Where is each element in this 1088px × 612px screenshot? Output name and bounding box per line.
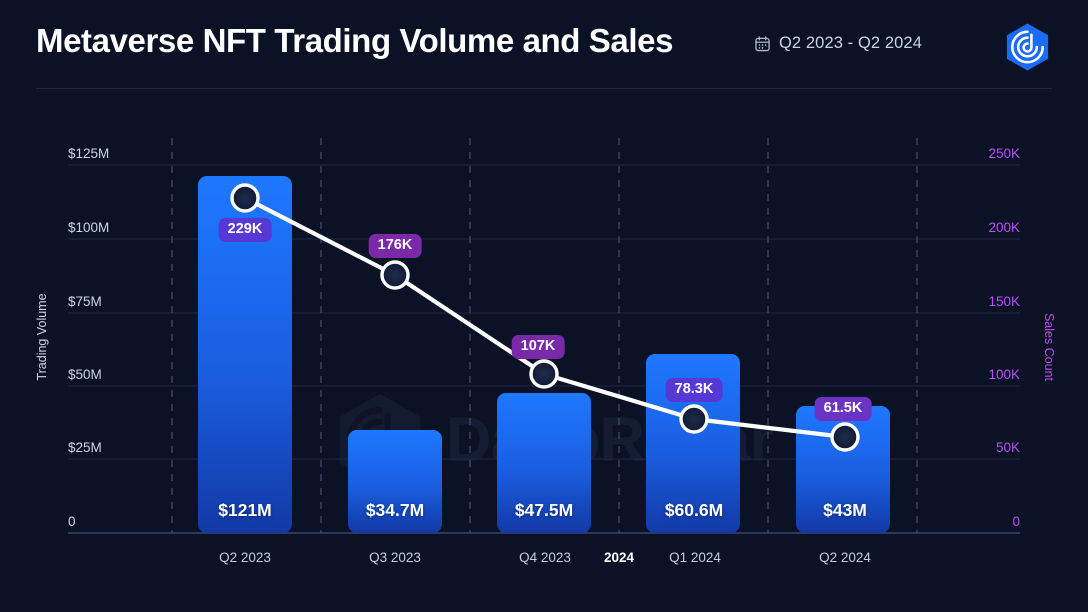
x-tick-q1-2024: Q1 2024 <box>669 550 721 565</box>
bar-q2-2023[interactable] <box>198 176 292 533</box>
left-axis-tick-50m: $50M <box>68 367 102 382</box>
bar-q2-2024[interactable] <box>796 406 890 533</box>
bar-label-q1-2024: $60.6M <box>664 500 724 520</box>
right-axis-tick-150k: 150K <box>988 294 1020 309</box>
bar-q4-2023[interactable] <box>497 393 591 533</box>
calendar-icon <box>755 35 770 51</box>
point-q1-2024[interactable] <box>679 404 709 434</box>
bar-label-q4-2023: $47.5M <box>514 500 574 520</box>
point-badge-q4-2023: 107K <box>511 335 565 360</box>
left-axis-tick-0: 0 <box>68 514 76 529</box>
x-tick-q2-2023: Q2 2023 <box>219 550 271 565</box>
bar-label-q3-2023: $34.7M <box>365 500 425 520</box>
bar-label-q2-2023: $121M <box>218 500 272 520</box>
line-markers <box>230 183 860 452</box>
x-tick-year-2024: 2024 <box>603 550 635 565</box>
dappradar-logo-icon <box>1006 23 1049 71</box>
left-axis-tick-125m: $125M <box>68 146 110 161</box>
left-axis-tick-25m: $25M <box>68 440 102 455</box>
point-q3-2023[interactable] <box>380 260 410 290</box>
date-range-label: Q2 2023 - Q2 2024 <box>779 34 922 52</box>
right-axis-tick-200k: 200K <box>988 220 1020 235</box>
left-axis-title: Trading Volume <box>35 293 49 381</box>
header: Metaverse NFT Trading Volume and Sales Q… <box>0 0 1088 90</box>
header-divider <box>36 88 1052 89</box>
point-badge-q2-2023: 229K <box>218 218 272 243</box>
point-badge-q2-2024: 61.5K <box>814 397 872 422</box>
right-axis-tick-0: 0 <box>1012 514 1020 529</box>
page-title: Metaverse NFT Trading Volume and Sales <box>36 22 674 59</box>
plot-canvas <box>68 138 1020 534</box>
left-axis-tick-75m: $75M <box>68 294 102 309</box>
chart-body: DappRadar <box>0 90 1088 612</box>
x-tick-q3-2023: Q3 2023 <box>369 550 421 565</box>
date-range[interactable]: Q2 2023 - Q2 2024 <box>755 34 922 53</box>
point-badge-q3-2023: 176K <box>368 234 422 259</box>
bar-series <box>198 176 890 533</box>
right-axis-tick-250k: 250K <box>988 146 1020 161</box>
point-q2-2023[interactable] <box>230 183 260 213</box>
bar-q3-2023[interactable] <box>348 430 442 533</box>
right-axis-tick-100k: 100K <box>988 367 1020 382</box>
right-axis-tick-50k: 50K <box>995 440 1020 455</box>
point-q2-2024[interactable] <box>830 422 860 452</box>
point-badge-q1-2024: 78.3K <box>665 378 723 403</box>
left-axis-tick-100m: $100M <box>68 220 110 235</box>
x-tick-q4-2023: Q4 2023 <box>519 550 571 565</box>
bar-label-q2-2024: $43M <box>823 500 867 520</box>
point-q4-2023[interactable] <box>529 359 559 389</box>
vertical-gridlines <box>171 138 918 533</box>
x-tick-q2-2024: Q2 2024 <box>819 550 871 565</box>
right-axis-title: Sales Count <box>1042 312 1056 382</box>
